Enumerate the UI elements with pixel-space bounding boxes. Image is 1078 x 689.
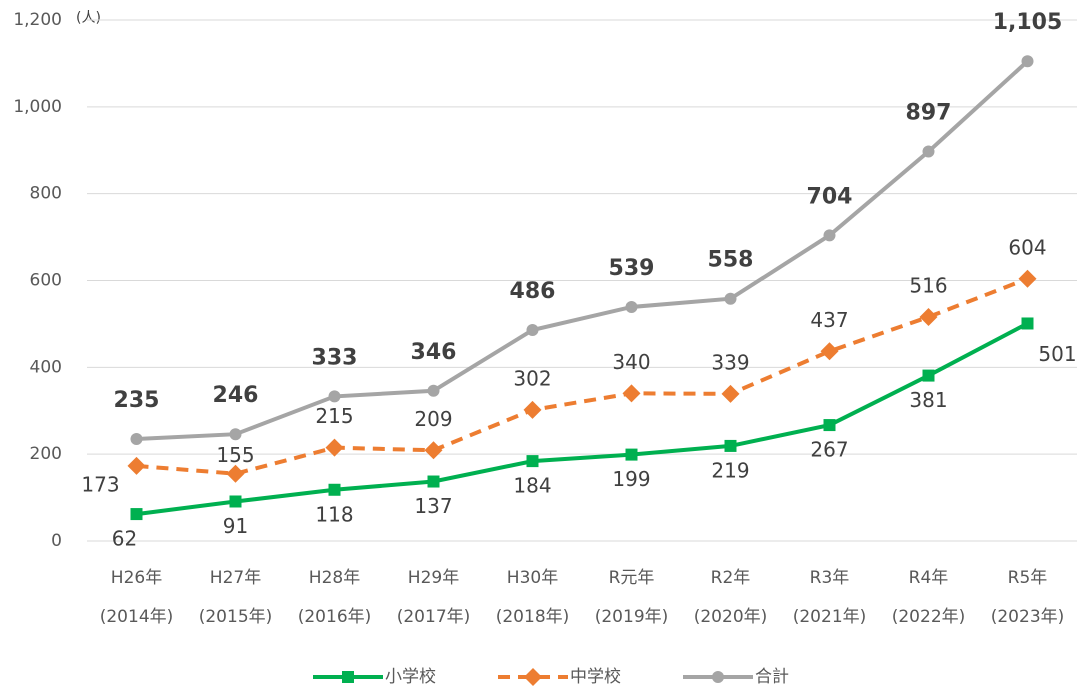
legend-marker	[712, 671, 724, 683]
y-tick-label: 600	[30, 271, 62, 291]
x-tick-label: (2017年)	[397, 607, 471, 627]
marker	[823, 419, 836, 432]
x-tick-label: R5年	[1008, 568, 1048, 588]
data-label: 219	[711, 458, 749, 482]
marker	[523, 400, 542, 419]
data-label: 267	[810, 438, 848, 462]
x-tick-label: R元年	[609, 568, 655, 588]
marker	[823, 229, 836, 242]
marker	[625, 300, 638, 313]
x-tick-label: (2021年)	[793, 607, 867, 627]
legend-label: 小学校	[385, 667, 436, 687]
y-unit: (人)	[76, 10, 101, 26]
marker	[229, 428, 242, 441]
marker	[427, 475, 440, 488]
data-label: 246	[213, 383, 259, 408]
marker	[922, 369, 935, 382]
x-tick-label: H28年	[309, 568, 360, 588]
series-line	[136, 321, 1029, 517]
data-label: 339	[711, 350, 749, 374]
marker	[325, 438, 344, 457]
marker	[328, 390, 341, 403]
x-tick-label: R4年	[909, 568, 949, 588]
x-tick-label: H29年	[408, 568, 459, 588]
data-label: 184	[513, 474, 551, 498]
x-tick-label: (2015年)	[199, 607, 273, 627]
data-label: 235	[114, 388, 160, 413]
y-tick-label: 400	[30, 357, 62, 377]
legend-label: 合計	[755, 667, 789, 687]
data-label: 437	[810, 308, 848, 332]
marker	[130, 432, 143, 445]
data-label: 381	[909, 388, 947, 412]
data-label: 173	[81, 472, 119, 496]
legend-label: 中学校	[570, 667, 621, 687]
marker	[919, 307, 938, 326]
data-label: 137	[414, 494, 452, 518]
x-tick-label: R2年	[711, 568, 751, 588]
x-tick-label: H26年	[111, 568, 162, 588]
x-tick-label: H27年	[210, 568, 261, 588]
legend-marker	[524, 668, 542, 686]
x-tick-label: H30年	[507, 568, 558, 588]
x-tick-label: (2014年)	[100, 607, 174, 627]
data-label: 333	[312, 345, 358, 370]
data-label: 346	[411, 340, 457, 365]
legend-marker	[342, 671, 354, 683]
marker	[922, 145, 935, 158]
x-tick-label: R3年	[810, 568, 850, 588]
data-label: 558	[708, 248, 754, 273]
y-tick-label: 0	[51, 531, 62, 551]
marker	[526, 455, 539, 468]
marker	[424, 441, 443, 460]
x-tick-label: (2020年)	[694, 607, 768, 627]
y-tick-label: 1,200	[13, 10, 62, 30]
data-label: 118	[315, 502, 353, 526]
data-label: 199	[612, 467, 650, 491]
series-line	[136, 276, 1029, 476]
x-tick-label: (2022年)	[892, 607, 966, 627]
data-label: 340	[612, 350, 650, 374]
marker	[526, 323, 539, 336]
marker	[820, 342, 839, 361]
marker	[724, 292, 737, 305]
x-tick-label: (2019年)	[595, 607, 669, 627]
data-label: 604	[1008, 235, 1046, 259]
data-label: 516	[909, 273, 947, 297]
data-label: 486	[510, 279, 556, 304]
marker	[1021, 317, 1034, 330]
data-label: 704	[807, 184, 853, 209]
y-tick-label: 800	[30, 184, 62, 204]
marker	[127, 456, 146, 475]
data-label: 209	[414, 407, 452, 431]
series-line	[136, 59, 1029, 441]
data-label: 91	[223, 514, 248, 538]
marker	[130, 508, 143, 521]
data-label: 539	[609, 256, 655, 281]
marker	[622, 384, 641, 403]
marker	[427, 384, 440, 397]
y-tick-label: 200	[30, 444, 62, 464]
data-label: 501	[1038, 342, 1076, 366]
data-label: 155	[216, 443, 254, 467]
marker	[724, 439, 737, 452]
marker	[1018, 269, 1037, 288]
x-tick-label: (2018年)	[496, 607, 570, 627]
y-tick-label: 1,000	[13, 97, 62, 117]
marker	[226, 464, 245, 483]
marker	[1021, 55, 1034, 68]
marker	[625, 448, 638, 461]
marker	[328, 483, 341, 496]
data-label: 62	[112, 527, 137, 551]
data-label: 1,105	[993, 10, 1063, 35]
x-tick-label: (2023年)	[991, 607, 1065, 627]
marker	[721, 384, 740, 403]
data-label: 215	[315, 404, 353, 428]
marker	[229, 495, 242, 508]
data-label: 302	[513, 366, 551, 390]
data-label: 897	[906, 101, 952, 126]
x-tick-label: (2016年)	[298, 607, 372, 627]
